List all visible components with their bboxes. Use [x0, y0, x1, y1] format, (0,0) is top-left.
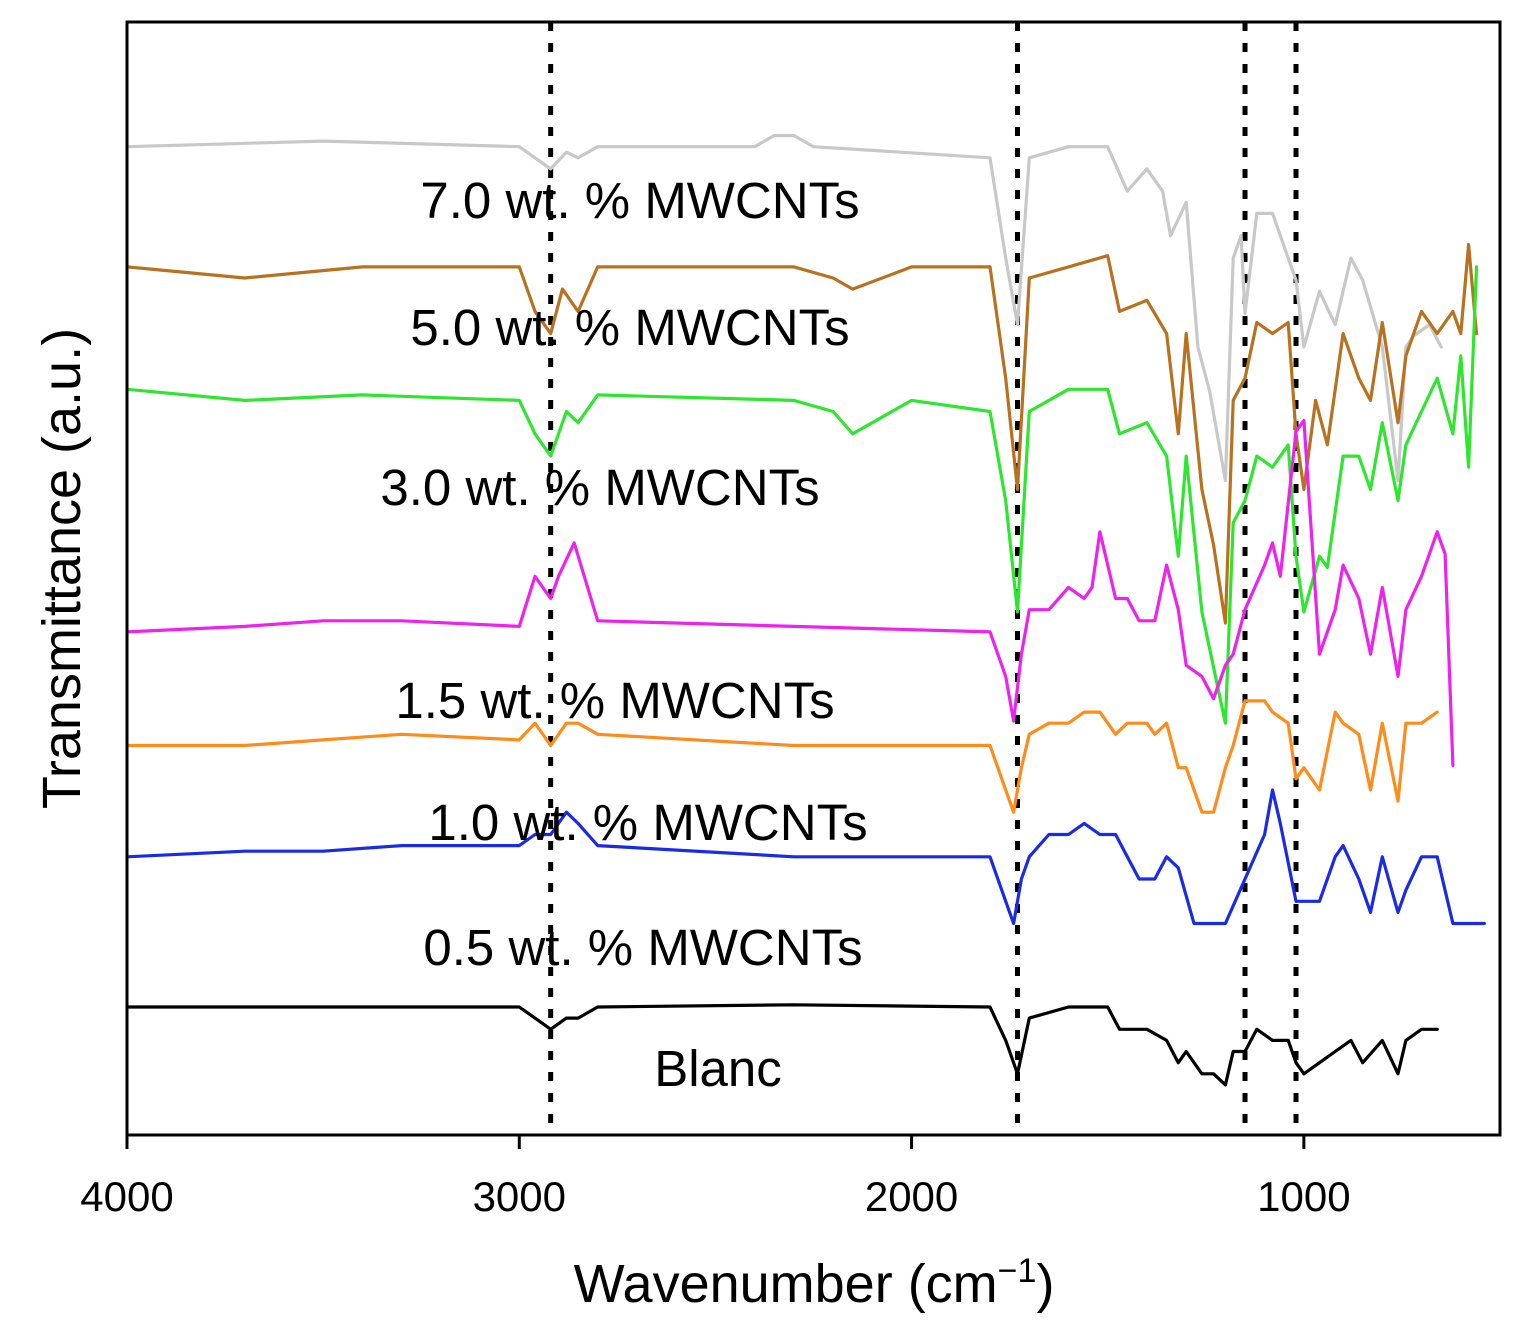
series-label-5: 1.0 wt. % MWCNTs [428, 794, 867, 851]
series-label-3: 3.0 wt. % MWCNTs [380, 459, 819, 516]
x-axis-ticks: 4000 3000 2000 1000 [80, 1135, 1351, 1220]
series-labels: 7.0 wt. % MWCNTs 5.0 wt. % MWCNTs 3.0 wt. … [380, 172, 867, 1097]
x-axis-title: Wavenumber (cm−1) [574, 1252, 1055, 1314]
reference-lines [548, 22, 1299, 1135]
x-tick-label-3000: 3000 [473, 1173, 566, 1220]
series-line-7 [125, 1003, 1439, 1087]
series-label-6: 0.5 wt. % MWCNTs [423, 919, 862, 976]
series-line-5 [125, 699, 1439, 814]
plot-frame [125, 20, 1502, 1137]
series-label-2: 5.0 wt. % MWCNTs [410, 299, 849, 356]
x-tick-label-4000: 4000 [80, 1173, 173, 1220]
x-axis-title-text: Wavenumber (cm [574, 1254, 998, 1314]
x-axis-title-close: ) [1036, 1254, 1054, 1314]
series-line-3 [125, 265, 1479, 725]
series-layer [125, 133, 1486, 1087]
y-axis-title: Transmittance (a.u.) [32, 328, 92, 809]
series-line-4 [125, 418, 1455, 768]
x-axis-title-superscript: −1 [998, 1252, 1037, 1290]
series-label-7: Blanc [654, 1040, 782, 1097]
x-tick-label-2000: 2000 [865, 1173, 958, 1220]
x-tick-label-1000: 1000 [1257, 1173, 1350, 1220]
series-line-6 [125, 788, 1486, 926]
series-label-1: 7.0 wt. % MWCNTs [420, 172, 859, 229]
series-line-1 [125, 133, 1443, 483]
series-label-4: 1.5 wt. % MWCNTs [395, 672, 834, 729]
series-line-2 [125, 243, 1479, 625]
